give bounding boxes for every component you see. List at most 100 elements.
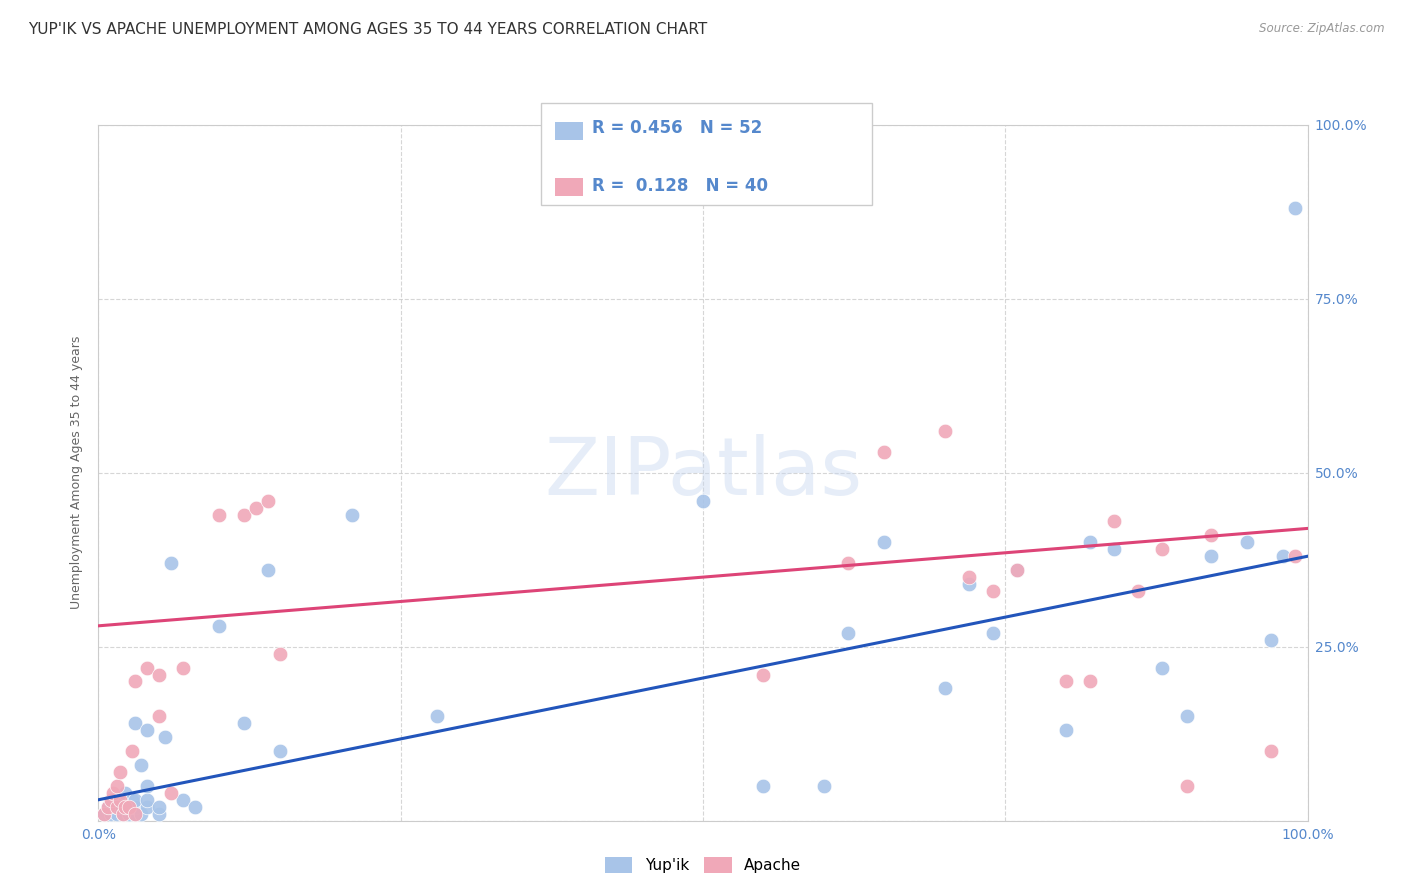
Point <box>837 556 859 570</box>
Point <box>1284 202 1306 216</box>
Point <box>1199 528 1222 542</box>
Point <box>160 556 183 570</box>
Point <box>184 799 207 814</box>
Point <box>426 709 449 723</box>
Point <box>1007 563 1029 577</box>
Point <box>111 806 134 821</box>
Point <box>108 764 131 779</box>
Point <box>172 660 194 674</box>
Point <box>148 709 170 723</box>
Point <box>1284 549 1306 564</box>
Point <box>1102 515 1125 529</box>
Point <box>148 667 170 681</box>
Point <box>1152 542 1174 557</box>
Point <box>1054 723 1077 738</box>
Point <box>100 793 122 807</box>
Point <box>1128 584 1150 599</box>
Point <box>124 793 146 807</box>
Point <box>1236 535 1258 549</box>
Point <box>957 570 980 584</box>
Point <box>135 723 157 738</box>
Point <box>114 786 136 800</box>
Point <box>124 806 146 821</box>
Point <box>97 799 120 814</box>
Text: R =  0.128   N = 40: R = 0.128 N = 40 <box>592 177 768 194</box>
Point <box>172 793 194 807</box>
Point <box>118 806 141 821</box>
Point <box>934 681 956 696</box>
Point <box>981 625 1004 640</box>
Point <box>256 563 278 577</box>
Y-axis label: Unemployment Among Ages 35 to 44 years: Unemployment Among Ages 35 to 44 years <box>70 336 83 609</box>
Point <box>101 799 124 814</box>
Point <box>1260 744 1282 758</box>
Point <box>135 660 157 674</box>
Point <box>1175 779 1198 793</box>
Point <box>232 716 254 731</box>
Point <box>1078 535 1101 549</box>
Point <box>105 799 128 814</box>
Point <box>153 730 176 744</box>
Point <box>1272 549 1295 564</box>
Point <box>813 779 835 793</box>
Point <box>108 793 131 807</box>
Point <box>135 779 157 793</box>
Point <box>124 716 146 731</box>
Point <box>245 500 267 515</box>
Text: ZIPatlas: ZIPatlas <box>544 434 862 512</box>
Point <box>114 799 136 814</box>
Point <box>837 625 859 640</box>
Point <box>1007 563 1029 577</box>
Point <box>93 806 115 821</box>
Point <box>105 806 128 821</box>
Point <box>105 799 128 814</box>
Point <box>342 508 364 522</box>
Point <box>118 799 141 814</box>
Point <box>148 799 170 814</box>
Point <box>129 806 152 821</box>
Text: YUP'IK VS APACHE UNEMPLOYMENT AMONG AGES 35 TO 44 YEARS CORRELATION CHART: YUP'IK VS APACHE UNEMPLOYMENT AMONG AGES… <box>28 22 707 37</box>
Point <box>934 424 956 438</box>
Point <box>124 799 146 814</box>
Point <box>114 793 136 807</box>
Point <box>692 493 714 508</box>
Point <box>100 806 122 821</box>
Point <box>111 806 134 821</box>
Point <box>269 744 291 758</box>
Point <box>1199 549 1222 564</box>
Point <box>1102 542 1125 557</box>
Point <box>1054 674 1077 689</box>
Point <box>160 786 183 800</box>
Point <box>232 508 254 522</box>
Point <box>108 793 131 807</box>
Point <box>1078 674 1101 689</box>
Point <box>208 619 231 633</box>
Point <box>148 806 170 821</box>
Point <box>752 779 775 793</box>
Point <box>957 577 980 591</box>
Point <box>208 508 231 522</box>
Point <box>981 584 1004 599</box>
Point <box>114 799 136 814</box>
Point <box>124 806 146 821</box>
Point <box>105 779 128 793</box>
Point <box>1152 660 1174 674</box>
Point <box>873 445 896 459</box>
Point <box>135 793 157 807</box>
Point <box>752 667 775 681</box>
Text: Source: ZipAtlas.com: Source: ZipAtlas.com <box>1260 22 1385 36</box>
Point <box>93 806 115 821</box>
Point <box>1260 632 1282 647</box>
Point <box>118 799 141 814</box>
Legend: Yup'ik, Apache: Yup'ik, Apache <box>599 851 807 880</box>
Point <box>1175 709 1198 723</box>
Point <box>124 674 146 689</box>
Point <box>256 493 278 508</box>
Point <box>97 799 120 814</box>
Point <box>873 535 896 549</box>
Text: R = 0.456   N = 52: R = 0.456 N = 52 <box>592 119 762 136</box>
Point <box>129 758 152 772</box>
Point <box>135 799 157 814</box>
Point <box>101 786 124 800</box>
Point <box>121 744 143 758</box>
